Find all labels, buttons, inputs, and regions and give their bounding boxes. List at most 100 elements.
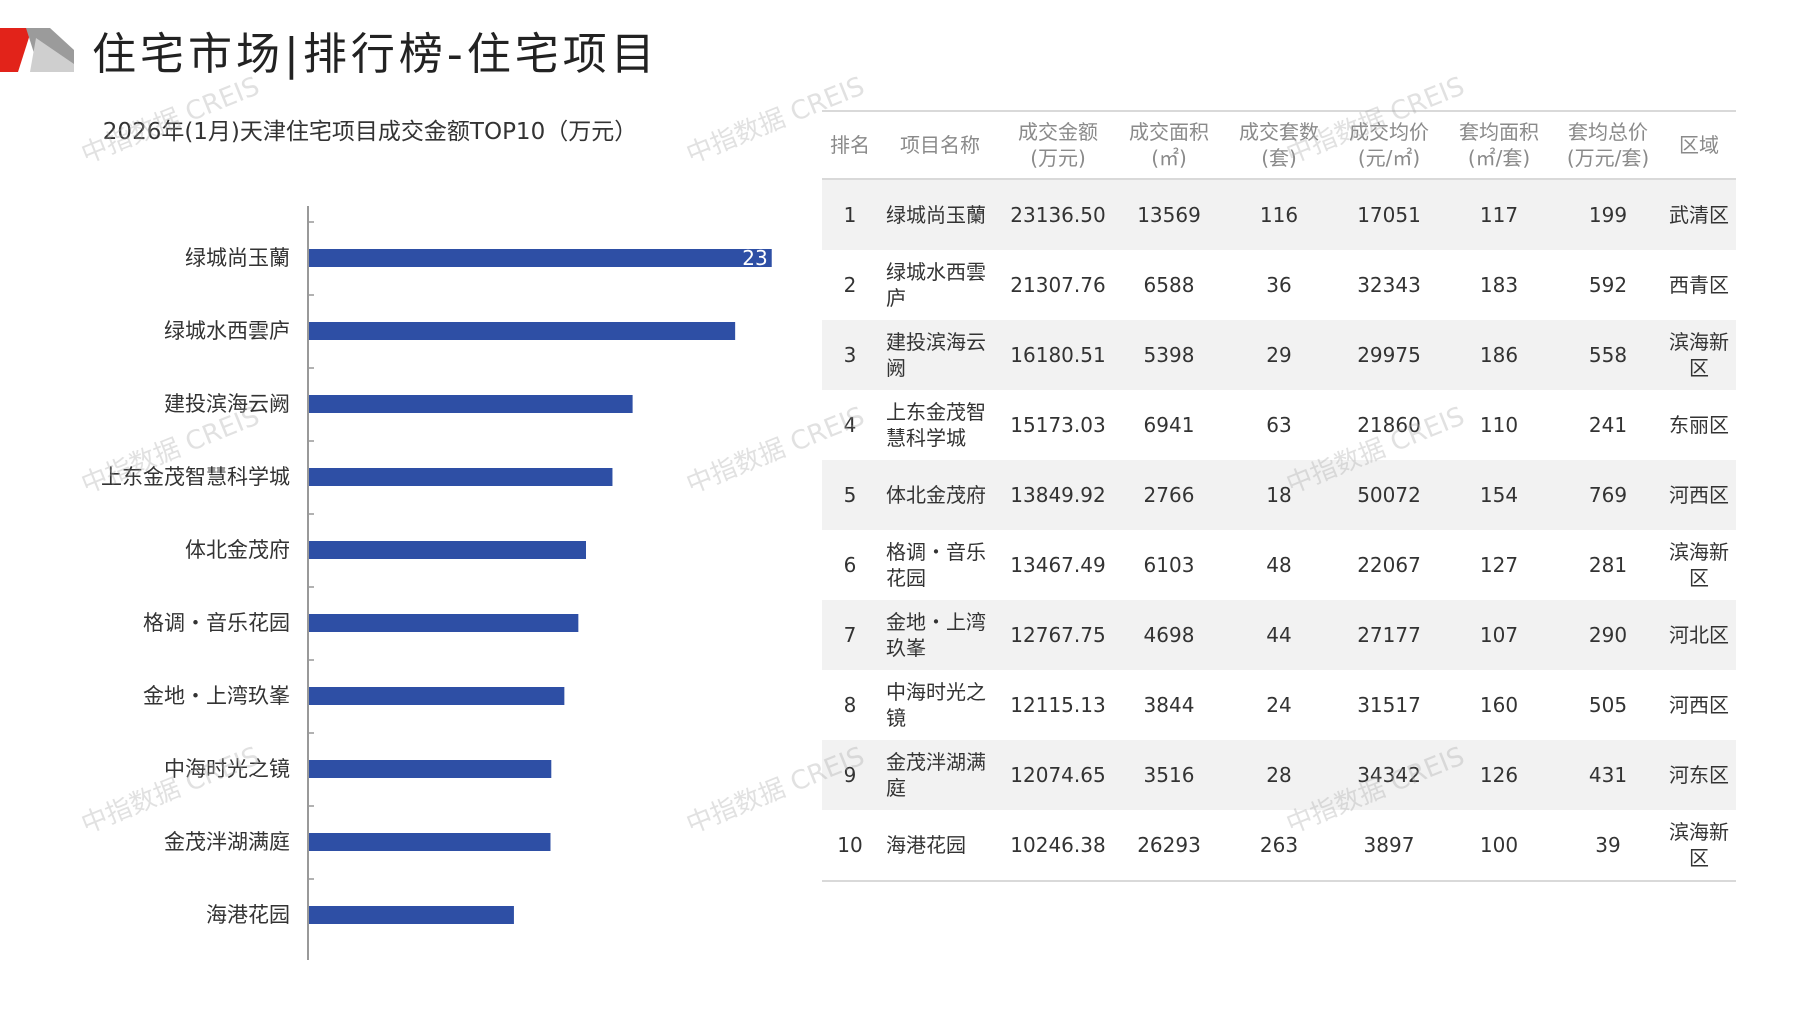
logo-light-shape <box>30 38 74 72</box>
column-header-line: 套均面积 <box>1459 120 1539 144</box>
table-cell: 10 <box>822 810 878 882</box>
category-label: 建投滨海云阙 <box>164 392 290 416</box>
table-cell: 12074.65 <box>1002 740 1114 810</box>
table-cell: 武清区 <box>1662 179 1736 250</box>
table-cell: 8 <box>843 693 857 717</box>
table-cell: 290 <box>1554 600 1662 670</box>
table-row: 4 上东金茂智慧科学城 15173.03 6941 63 21860 110 241 东丽区 <box>822 390 1736 460</box>
table-cell: 4698 <box>1114 600 1224 670</box>
table-cell: 32343 <box>1357 273 1421 297</box>
bar-8 <box>309 760 552 778</box>
table-cell: 河西区 <box>1662 460 1736 530</box>
column-header-line: (万元/套) <box>1566 146 1650 170</box>
table-cell: 河北区 <box>1662 600 1736 670</box>
table-cell: 28 <box>1224 740 1334 810</box>
column-header: 项目名称 <box>878 112 1002 180</box>
table-cell: 6588 <box>1143 273 1195 297</box>
column-header-line: 区域 <box>1679 133 1719 157</box>
table-cell: 3897 <box>1334 810 1444 882</box>
brand-logo <box>0 28 74 72</box>
table-cell: 44 <box>1224 600 1334 670</box>
table-cell: 160 <box>1479 693 1519 717</box>
bar-2 <box>309 322 736 340</box>
table-row: 3 建投滨海云阙 16180.51 5398 29 29975 186 558 滨海新区 <box>822 320 1736 390</box>
table-cell: 7 <box>822 600 878 670</box>
project-name-cell: 绿城水西雲庐 <box>886 260 986 310</box>
column-header: 套均总价 (万元/套) <box>1554 112 1662 180</box>
table-cell: 17051 <box>1334 179 1444 250</box>
table-header-row: 排名 项目名称 成交金额 (万元) 成交面积 (㎡) 成交套数 (套) 成交均价 (元/㎡) 套均面… <box>822 112 1736 180</box>
bar-6 <box>309 614 579 632</box>
table-cell: 2 <box>843 273 857 297</box>
category-label: 上东金茂智慧科学城 <box>101 465 290 489</box>
column-header: 成交均价 (元/㎡) <box>1334 112 1444 180</box>
table-cell: 592 <box>1588 273 1628 297</box>
table-cell: 15173.03 <box>1010 413 1106 437</box>
table-cell: 12767.75 <box>1002 600 1114 670</box>
column-header-line: 成交面积 <box>1129 120 1209 144</box>
table-cell: 26293 <box>1114 810 1224 882</box>
bar-7 <box>309 687 565 705</box>
table-row: 10 海港花园 10246.38 26293 263 3897 100 39 滨海新区 <box>822 810 1736 882</box>
table-cell: 13467.49 <box>1010 553 1106 577</box>
category-label: 格调・音乐花园 <box>143 611 290 635</box>
table-cell: 48 <box>1266 553 1292 577</box>
table-cell: 29975 <box>1334 320 1444 390</box>
column-header-line: 成交金额 <box>1018 120 1098 144</box>
table-cell: 154 <box>1444 460 1554 530</box>
table-top-rule <box>822 110 1736 112</box>
table-cell: 5 <box>822 460 878 530</box>
table-cell: 431 <box>1554 740 1662 810</box>
column-header-line: 成交套数 <box>1239 120 1319 144</box>
column-header: 套均面积 (㎡/套) <box>1444 112 1554 180</box>
bar-4 <box>309 468 613 486</box>
project-name-cell: 海港花园 <box>878 810 1002 882</box>
table-cell: 12115.13 <box>1010 693 1106 717</box>
table-cell: 100 <box>1444 810 1554 882</box>
table-cell: 63 <box>1266 413 1292 437</box>
table-cell: 18 <box>1224 460 1334 530</box>
column-header-line: (万元) <box>1030 146 1086 170</box>
table-row: 2 绿城水西雲庐 21307.76 6588 36 32343 183 592 西青区 <box>822 250 1736 320</box>
table-cell: 2766 <box>1114 460 1224 530</box>
table-cell: 34342 <box>1334 740 1444 810</box>
table-cell: 39 <box>1554 810 1662 882</box>
table-cell: 199 <box>1554 179 1662 250</box>
table-cell: 16180.51 <box>1002 320 1114 390</box>
table-cell: 6941 <box>1143 413 1195 437</box>
column-header-line: (元/㎡) <box>1357 146 1421 170</box>
table-cell: 558 <box>1554 320 1662 390</box>
column-header: 排名 <box>822 112 878 180</box>
table-cell: 3516 <box>1114 740 1224 810</box>
table-cell: 河东区 <box>1662 740 1736 810</box>
bar-3 <box>309 395 633 413</box>
category-label: 体北金茂府 <box>185 538 290 562</box>
project-name-cell: 金茂泮湖满庭 <box>878 740 1002 810</box>
table-cell: 263 <box>1224 810 1334 882</box>
page-title: 住宅市场|排行榜-住宅项目 <box>92 29 659 80</box>
bar-5 <box>309 541 586 559</box>
table-cell: 241 <box>1588 413 1628 437</box>
table-cell: 22067 <box>1357 553 1421 577</box>
category-label: 绿城水西雲庐 <box>164 319 290 343</box>
table-cell: 3844 <box>1143 693 1195 717</box>
table-cell: 50072 <box>1334 460 1444 530</box>
table-cell: 186 <box>1444 320 1554 390</box>
table-cell: 9 <box>822 740 878 810</box>
table-row: 8 中海时光之镜 12115.13 3844 24 31517 160 505 河西区 <box>822 670 1736 740</box>
column-header: 成交金额 (万元) <box>1002 112 1114 180</box>
column-header-line: 排名 <box>830 133 870 157</box>
column-header-line: (㎡/套) <box>1467 146 1531 170</box>
table-cell: 110 <box>1479 413 1519 437</box>
table-cell: 23136.50 <box>1002 179 1114 250</box>
table-row: 1 绿城尚玉蘭 23136.50 13569 116 17051 117 199 武清区 <box>822 179 1736 250</box>
table-cell: 505 <box>1588 693 1628 717</box>
category-label: 金地・上湾玖峯 <box>143 684 290 708</box>
table-row: 7 金地・上湾玖峯 12767.75 4698 44 27177 107 290 河北区 <box>822 600 1736 670</box>
column-header: 成交面积 (㎡) <box>1114 112 1224 180</box>
table-cell: 27177 <box>1334 600 1444 670</box>
column-header-line: 成交均价 <box>1349 120 1429 144</box>
table-body: 1 绿城尚玉蘭 23136.50 13569 116 17051 117 199 武清区 2 绿城水… <box>822 179 1736 882</box>
table-cell: 滨海新区 <box>1669 540 1729 590</box>
table-cell: 6103 <box>1143 553 1195 577</box>
